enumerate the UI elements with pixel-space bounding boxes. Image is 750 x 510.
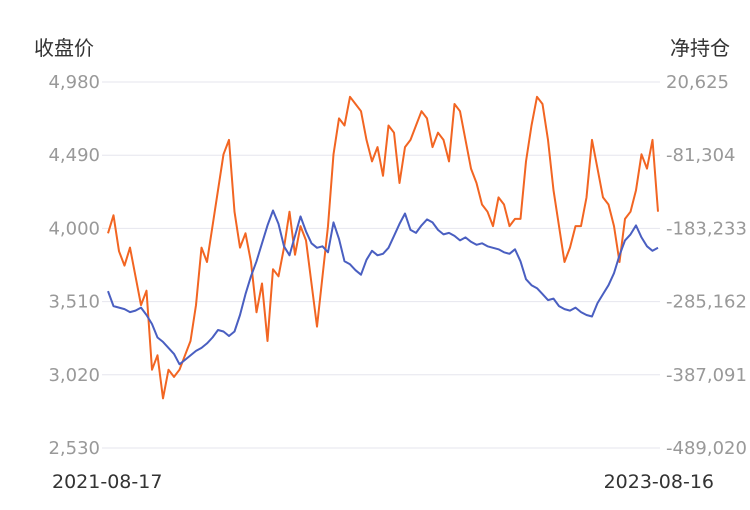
right-axis-ticks: 20,625 -81,304 -183,233 -285,162 -387,091 -48…: [666, 72, 747, 459]
left-tick-label: 4,490: [48, 145, 100, 166]
left-axis-ticks: 4,980 4,490 4,000 3,510 3,020 2,530: [48, 72, 100, 459]
left-tick-label: 4,000: [48, 218, 100, 239]
close-price-series-line: [107, 209, 659, 366]
right-axis-title: 净持仓: [670, 36, 730, 60]
left-tick-label: 3,020: [48, 365, 100, 386]
left-tick-label: 3,510: [48, 292, 100, 313]
net-position-series-line: [107, 95, 659, 400]
grid-lines: [102, 81, 660, 449]
x-start-date: 2021-08-17: [52, 471, 162, 493]
right-tick-label: -285,162: [666, 292, 747, 313]
x-end-date: 2023-08-16: [604, 471, 714, 493]
right-tick-label: -183,233: [666, 218, 747, 239]
right-tick-label: -81,304: [666, 145, 735, 166]
right-tick-label: -489,020: [666, 438, 747, 459]
left-tick-label: 4,980: [48, 72, 100, 93]
series-layer: [107, 95, 659, 400]
right-tick-label: -387,091: [666, 365, 747, 386]
left-axis-title: 收盘价: [34, 36, 94, 60]
left-tick-label: 2,530: [48, 438, 100, 459]
right-tick-label: 20,625: [666, 72, 729, 93]
